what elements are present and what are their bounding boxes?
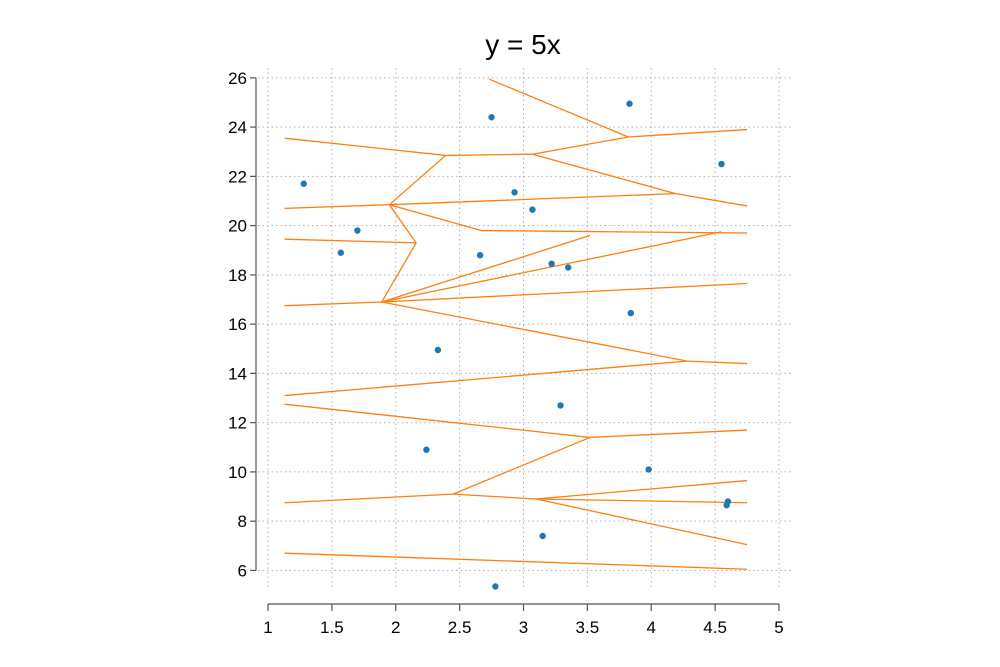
- voronoi-edge: [453, 493, 537, 500]
- y-tick-label: 20: [228, 217, 247, 236]
- y-tick-label: 16: [228, 315, 247, 334]
- voronoi-edge: [389, 204, 482, 232]
- voronoi-edge: [532, 153, 676, 195]
- data-point: [557, 402, 564, 409]
- voronoi-edge: [686, 360, 748, 365]
- y-tick-label: 26: [228, 69, 247, 88]
- voronoi-edge: [452, 436, 591, 495]
- voronoi-edge: [284, 301, 382, 307]
- voronoi-edge: [381, 282, 748, 303]
- data-point: [565, 264, 572, 271]
- voronoi-edge: [389, 192, 676, 206]
- chart-title: y = 5x: [485, 29, 560, 60]
- axes: 6 8 10 12 14 16 18 20 22 24 26 1 1.5 2 2.5 3 3.5 4 4.5 5: [228, 69, 784, 637]
- data-point: [511, 189, 518, 196]
- voronoi-edge: [381, 301, 688, 362]
- voronoi-edge: [589, 429, 748, 439]
- data-point: [354, 227, 361, 234]
- voronoi-edge: [536, 498, 748, 546]
- voronoi-edge: [284, 493, 454, 504]
- data-point: [488, 114, 495, 121]
- data-point: [300, 180, 307, 187]
- voronoi-edge: [532, 136, 629, 155]
- y-tick-label: 12: [228, 414, 247, 433]
- voronoi-edge: [536, 479, 748, 500]
- x-tick-label: 2: [391, 618, 400, 637]
- data-point: [529, 206, 536, 213]
- y-tick-label: 14: [228, 364, 247, 383]
- data-points: [300, 100, 732, 590]
- voronoi-edge: [445, 153, 533, 157]
- y-tick-label: 24: [228, 118, 247, 137]
- data-point: [337, 249, 345, 256]
- x-tick-label: 1.5: [320, 618, 344, 637]
- y-tick-label: 6: [238, 561, 247, 580]
- voronoi-edge: [536, 498, 748, 504]
- y-tick-label: 8: [238, 512, 247, 531]
- y-tick-label: 22: [228, 167, 247, 186]
- data-point: [492, 583, 499, 590]
- y-tick-label: 18: [228, 266, 247, 285]
- data-point: [724, 498, 732, 505]
- x-tick-label: 3.5: [576, 618, 600, 637]
- voronoi-edge: [381, 234, 591, 303]
- data-point: [645, 466, 652, 473]
- x-tick-label: 5: [774, 618, 783, 637]
- x-tick-label: 3: [519, 618, 528, 637]
- data-point: [476, 251, 484, 259]
- data-point: [434, 346, 442, 354]
- y-tick-label: 10: [228, 463, 247, 482]
- voronoi-edge: [381, 242, 417, 303]
- voronoi-edge: [388, 204, 417, 244]
- data-point: [423, 446, 430, 453]
- voronoi-edge: [481, 229, 748, 234]
- voronoi-edge: [284, 204, 390, 210]
- x-tick-label: 2.5: [448, 618, 472, 637]
- data-point: [548, 260, 555, 268]
- voronoi-edge: [284, 360, 688, 397]
- voronoi-edge: [388, 154, 447, 206]
- x-tick-label: 1: [263, 618, 272, 637]
- data-point: [626, 100, 633, 107]
- x-tick-label: 4.5: [703, 618, 727, 637]
- voronoi-edge: [284, 238, 417, 244]
- voronoi-edge: [628, 128, 748, 138]
- data-point: [539, 532, 546, 540]
- data-point: [627, 309, 635, 317]
- voronoi-edge: [675, 192, 748, 207]
- voronoi-edge: [284, 137, 446, 157]
- voronoi-edge: [284, 552, 748, 570]
- data-point: [718, 160, 725, 168]
- voronoi-edge: [488, 78, 629, 138]
- voronoi-edge: [284, 403, 591, 439]
- x-tick-label: 4: [647, 618, 656, 637]
- voronoi-edges: [284, 78, 748, 570]
- grid-lines: [258, 68, 791, 590]
